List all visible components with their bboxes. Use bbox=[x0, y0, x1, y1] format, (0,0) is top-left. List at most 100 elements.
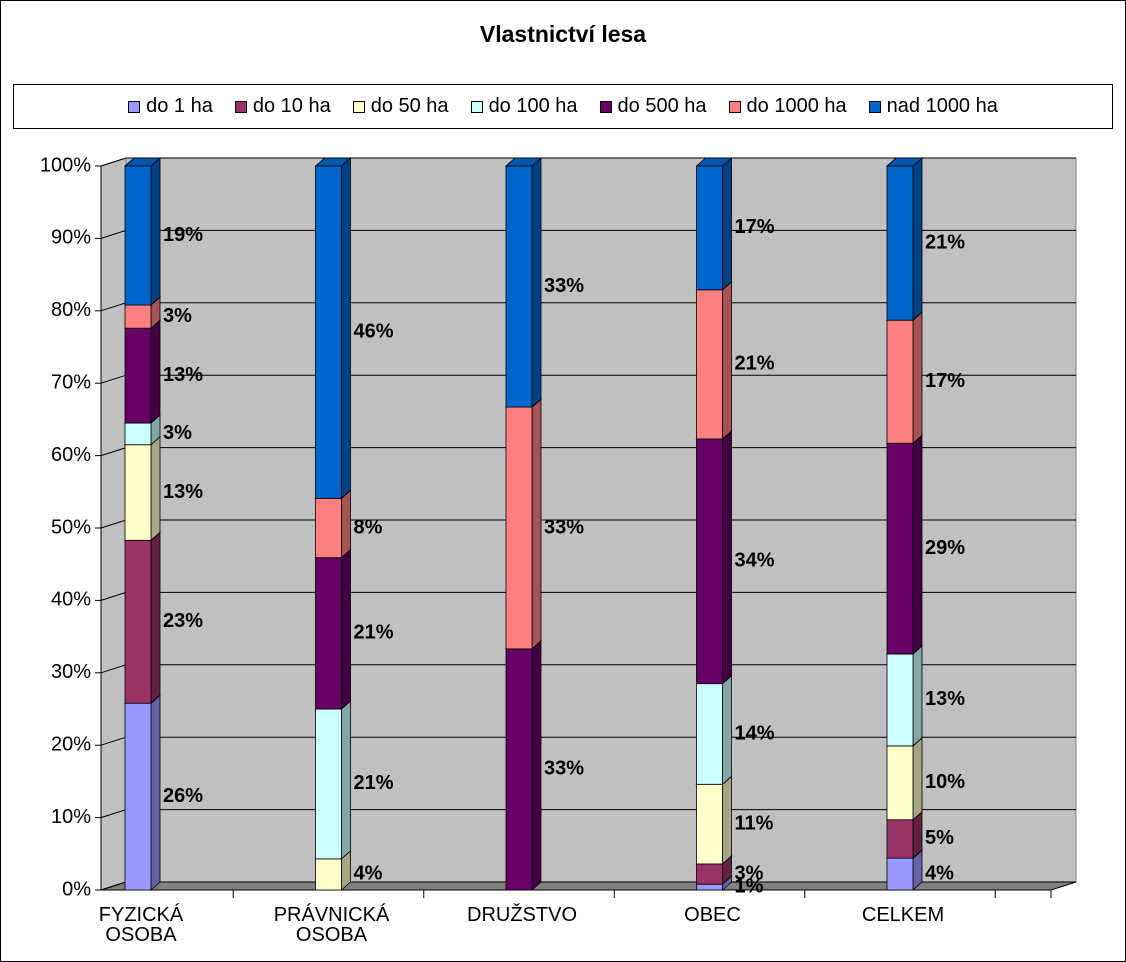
data-label: 4% bbox=[354, 863, 383, 885]
bar-side bbox=[150, 531, 161, 705]
bar-segment bbox=[696, 289, 723, 440]
bar-segment bbox=[886, 819, 914, 859]
x-tick-label: PRÁVNICKÁ OSOBA bbox=[273, 904, 390, 946]
data-label: 3% bbox=[163, 305, 192, 327]
data-label: 29% bbox=[925, 537, 965, 559]
bar-side bbox=[912, 434, 923, 655]
bar-segment bbox=[886, 319, 914, 444]
data-label: 33% bbox=[544, 758, 584, 780]
data-label: 33% bbox=[544, 275, 584, 297]
legend-item: do 1 ha bbox=[128, 95, 213, 118]
bar-side bbox=[912, 645, 923, 747]
data-label: 13% bbox=[925, 688, 965, 710]
bar-segment bbox=[505, 648, 533, 891]
data-label: 17% bbox=[735, 216, 775, 238]
bar-side bbox=[150, 319, 161, 424]
y-tick-label: 50% bbox=[51, 516, 91, 538]
legend-swatch bbox=[599, 100, 612, 113]
data-label: 21% bbox=[354, 622, 394, 644]
bar-segment bbox=[886, 165, 914, 321]
legend: do 1 ha do 10 ha do 50 ha do 100 ha do 500 h… bbox=[13, 84, 1113, 129]
bar-segment bbox=[315, 165, 342, 499]
bar-segment bbox=[124, 422, 152, 446]
data-label: 4% bbox=[925, 862, 954, 884]
bar-side bbox=[150, 435, 161, 542]
legend-item: do 1000 ha bbox=[728, 95, 847, 118]
data-label: 13% bbox=[163, 364, 203, 386]
data-label: 13% bbox=[163, 481, 203, 503]
bar-segment bbox=[505, 406, 533, 650]
y-tick-label: 80% bbox=[51, 299, 91, 321]
y-tick-label: 0% bbox=[62, 878, 91, 900]
bar-segment bbox=[696, 863, 723, 885]
data-label: 21% bbox=[735, 353, 775, 375]
bar-side bbox=[531, 640, 542, 891]
bar-segment bbox=[315, 557, 342, 710]
bar-segment bbox=[505, 165, 533, 408]
legend-item: do 100 ha bbox=[470, 95, 578, 118]
legend-swatch bbox=[868, 100, 881, 113]
data-label: 19% bbox=[163, 224, 203, 246]
bar-side bbox=[531, 398, 542, 650]
data-label: 34% bbox=[735, 550, 775, 572]
legend-swatch bbox=[728, 100, 741, 113]
bar-side bbox=[722, 674, 732, 786]
data-label: 10% bbox=[925, 771, 965, 793]
bar-segment bbox=[124, 702, 152, 891]
y-tick-label: 30% bbox=[51, 661, 91, 683]
data-label: 17% bbox=[925, 370, 965, 392]
y-tick-label: 90% bbox=[51, 227, 91, 249]
bar-segment bbox=[886, 857, 914, 891]
data-label: 14% bbox=[735, 722, 775, 744]
legend-swatch bbox=[470, 100, 483, 113]
x-tick-label: CELKEM bbox=[861, 904, 945, 926]
legend-label: do 1 ha bbox=[146, 95, 213, 117]
legend-item: do 10 ha bbox=[234, 95, 331, 118]
bar-segment bbox=[696, 883, 723, 891]
y-tick-label: 70% bbox=[51, 371, 91, 393]
bar-segment bbox=[124, 327, 152, 424]
legend-swatch bbox=[352, 100, 365, 113]
bar-side bbox=[341, 700, 351, 860]
data-label: 26% bbox=[163, 785, 203, 807]
y-tick-label: 10% bbox=[51, 806, 91, 828]
data-label: 1% bbox=[735, 875, 764, 897]
bar-side bbox=[341, 548, 351, 710]
legend-swatch bbox=[128, 100, 141, 113]
legend-label: do 10 ha bbox=[252, 95, 331, 117]
legend-item: do 500 ha bbox=[599, 95, 707, 118]
data-label: 46% bbox=[354, 320, 394, 342]
bar-side bbox=[531, 157, 542, 408]
legend-label: do 50 ha bbox=[370, 95, 449, 117]
bar-segment bbox=[696, 783, 723, 865]
legend-label: do 1000 ha bbox=[746, 95, 847, 117]
data-label: 5% bbox=[925, 827, 954, 849]
bar-segment bbox=[696, 165, 723, 291]
y-tick-label: 40% bbox=[51, 589, 91, 611]
bar-side bbox=[150, 694, 161, 891]
bar-segment bbox=[696, 683, 723, 785]
bar-segment bbox=[315, 858, 342, 891]
bar-side bbox=[150, 157, 161, 306]
data-label: 33% bbox=[544, 516, 584, 538]
data-label: 21% bbox=[354, 772, 394, 794]
data-label: 11% bbox=[735, 812, 774, 834]
legend-swatch bbox=[234, 100, 247, 113]
bar-segment bbox=[696, 438, 723, 685]
data-label: 3% bbox=[163, 422, 192, 444]
data-label: 23% bbox=[163, 610, 203, 632]
bar-segment bbox=[124, 304, 152, 329]
bar-side bbox=[912, 737, 923, 821]
y-tick-label: 100% bbox=[40, 154, 91, 176]
bar-side bbox=[722, 157, 732, 291]
bar-side bbox=[912, 157, 923, 322]
y-tick-label: 20% bbox=[51, 733, 91, 755]
bar-side bbox=[722, 280, 732, 440]
x-tick-label: DRUŽSTVO bbox=[467, 904, 577, 926]
bar-segment bbox=[886, 745, 914, 821]
data-label: 3% bbox=[735, 862, 764, 884]
bar-segment bbox=[886, 653, 914, 747]
x-tick-label: FYZICKÁ OSOBA bbox=[98, 904, 184, 946]
